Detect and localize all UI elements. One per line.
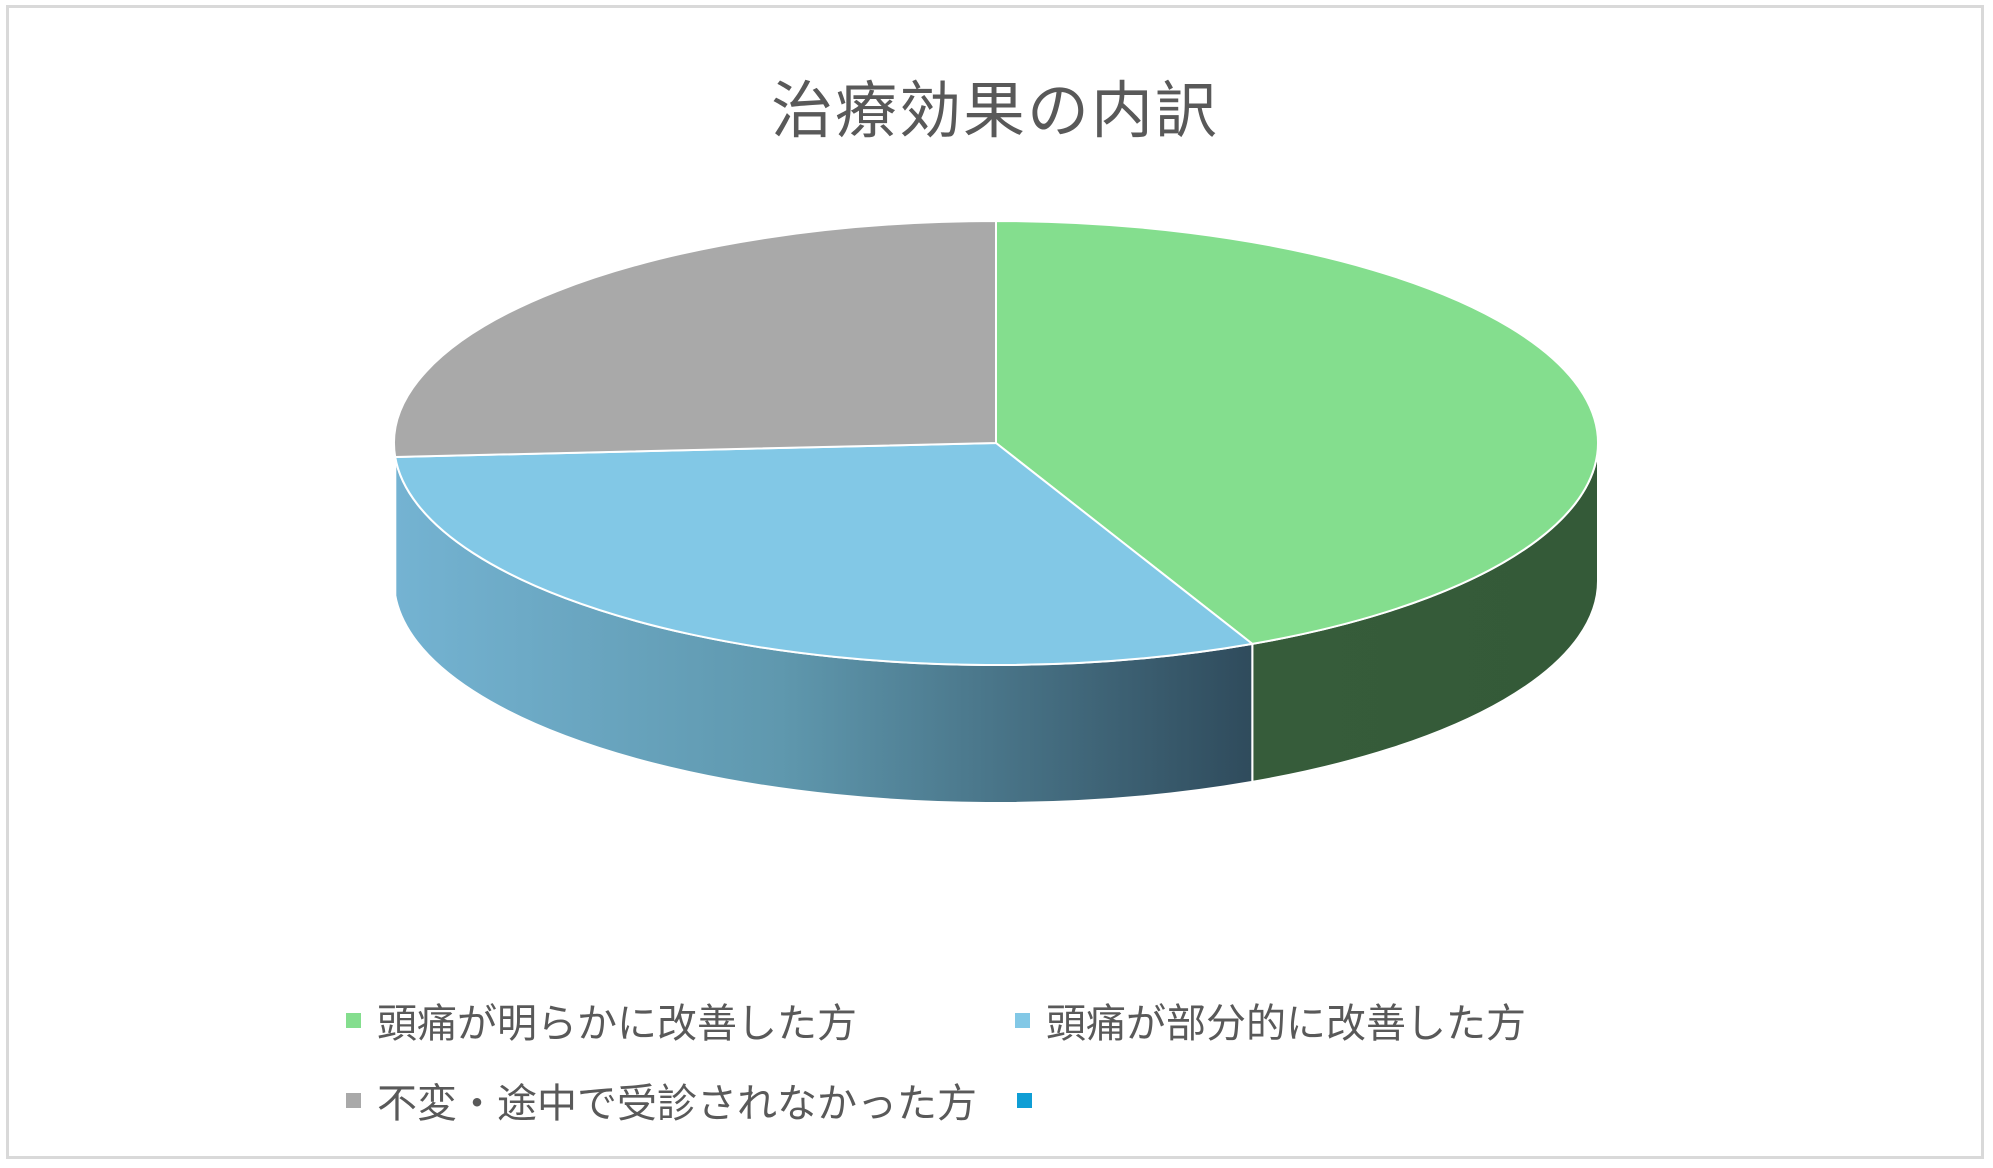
- pie-slice-top-1: [394, 442, 1254, 666]
- legend-label-1: 頭痛が部分的に改善した方: [1046, 1001, 1526, 1047]
- pie-slice-top-0: [995, 220, 1599, 645]
- legend-swatch-3: [1017, 1092, 1032, 1108]
- legend-label-2: 不変・途中で受診されなかった方: [377, 1081, 977, 1127]
- pie-slice-side-2: [393, 442, 397, 596]
- legend-item-2: 不変・途中で受診されなかった方: [346, 1075, 977, 1127]
- legend-swatch-1: [1015, 1012, 1030, 1028]
- chart-title: 治療効果の内訳: [770, 74, 1219, 147]
- pie-tops: [393, 220, 1599, 666]
- legend-swatch-2: [346, 1092, 361, 1108]
- legend-item-1: 頭痛が部分的に改善した方: [1015, 995, 1526, 1047]
- pie-slice-top-2: [393, 220, 997, 458]
- legend-swatch-0: [346, 1012, 361, 1028]
- legend-item-0: 頭痛が明らかに改善した方: [346, 995, 857, 1047]
- legend-label-0: 頭痛が明らかに改善した方: [377, 1001, 857, 1047]
- legend-item-3: [1017, 1075, 1048, 1125]
